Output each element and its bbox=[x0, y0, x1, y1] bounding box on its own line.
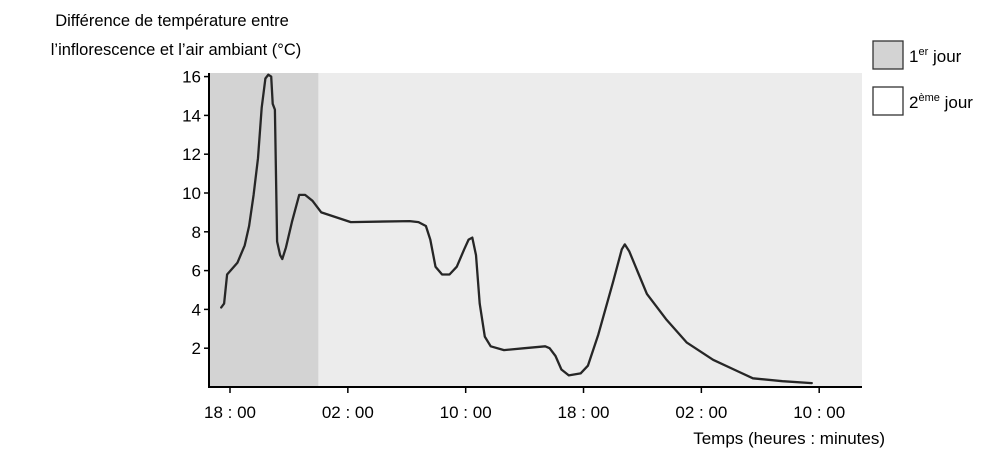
x-tick-label: 10 : 00 bbox=[793, 403, 845, 422]
y-tick-label: 8 bbox=[192, 223, 201, 242]
x-tick-label: 02 : 00 bbox=[322, 403, 374, 422]
y-tick-label: 6 bbox=[192, 262, 201, 281]
day2-region bbox=[318, 73, 862, 387]
legend-label-day2: 2ème jour bbox=[909, 92, 973, 112]
y-tick-label: 14 bbox=[182, 106, 201, 125]
x-tick-label: 10 : 00 bbox=[440, 403, 492, 422]
x-ticks: 18 : 00 02 : 00 10 : 00 18 : 00 02 : 00 10 : … bbox=[204, 387, 845, 422]
x-tick-label: 02 : 00 bbox=[675, 403, 727, 422]
day1-region bbox=[209, 73, 319, 387]
legend-label-day1: 1er jour bbox=[909, 46, 962, 66]
x-tick-label: 18 : 00 bbox=[558, 403, 610, 422]
y-tick-label: 10 bbox=[182, 184, 201, 203]
legend-swatch-day1 bbox=[872, 40, 904, 70]
y-axis-title-line1: Différence de température entre bbox=[55, 12, 289, 30]
y-tick-label: 4 bbox=[192, 300, 201, 319]
y-tick-label: 2 bbox=[192, 339, 201, 358]
legend-swatch-day2 bbox=[872, 86, 904, 116]
temperature-difference-line bbox=[220, 73, 813, 385]
x-axis-title: Temps (heures : minutes) bbox=[693, 429, 885, 448]
y-ticks: 2 4 6 8 10 12 14 16 bbox=[182, 68, 209, 358]
y-tick-label: 16 bbox=[182, 68, 201, 87]
y-axis-title-line2: l’inflorescence et l’air ambiant (°C) bbox=[51, 41, 302, 59]
y-tick-label: 12 bbox=[182, 145, 201, 164]
legend: 1er jour 2ème jour bbox=[872, 40, 973, 116]
x-tick-label: 18 : 00 bbox=[204, 403, 256, 422]
